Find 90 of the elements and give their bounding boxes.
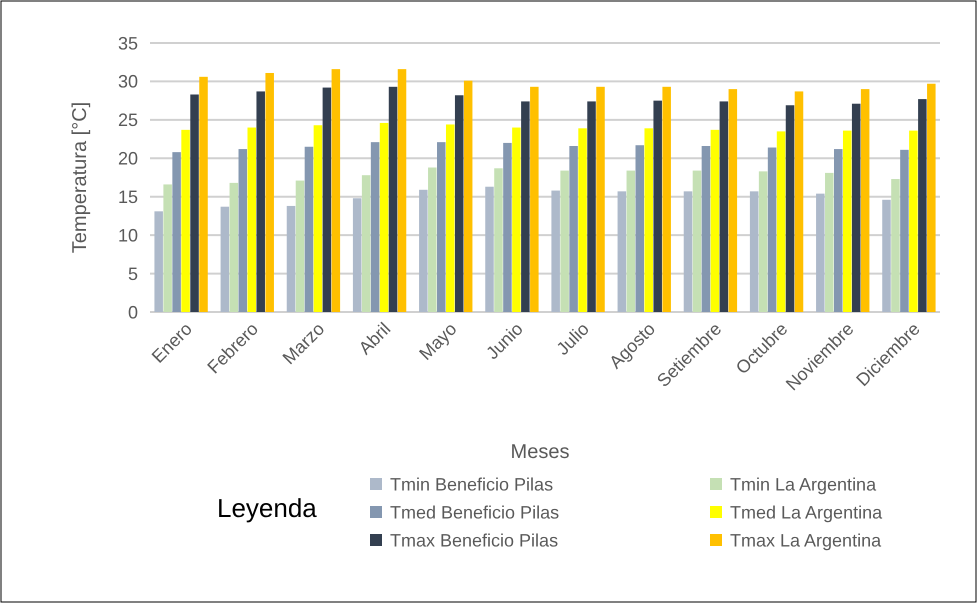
bar (776, 131, 786, 312)
bar (684, 191, 692, 312)
bar (454, 95, 464, 312)
bar (238, 149, 248, 312)
y-tick-label: 20 (118, 148, 138, 169)
y-tick-label: 25 (118, 110, 138, 130)
y-tick-label: 10 (118, 225, 138, 246)
legend-label: Tmin La Argentina (730, 474, 878, 494)
bar (304, 146, 314, 312)
bar (834, 149, 843, 312)
bar (750, 191, 758, 312)
y-tick-label: 35 (118, 33, 138, 54)
bar (464, 80, 472, 312)
y-tick-label: 5 (128, 264, 138, 284)
bar (446, 124, 454, 312)
bar (728, 89, 738, 312)
bar (154, 211, 163, 312)
bar (296, 180, 304, 312)
bar (842, 130, 852, 312)
bar (794, 91, 804, 312)
bar (419, 190, 428, 312)
bar (190, 94, 199, 312)
bar (437, 142, 446, 312)
bar (720, 101, 728, 312)
bar (352, 198, 362, 312)
bar (636, 145, 644, 312)
bar (512, 128, 521, 312)
bar (626, 170, 636, 312)
bar (181, 130, 190, 312)
bar (900, 150, 909, 312)
y-axis-title: Temperatura [°C] (69, 102, 91, 254)
bar (569, 146, 578, 312)
bar (220, 206, 230, 312)
bar (265, 72, 274, 312)
bar (485, 186, 494, 312)
bar (199, 76, 208, 312)
bar (428, 168, 437, 312)
bar (816, 194, 825, 312)
bar (380, 122, 388, 312)
bar (918, 99, 927, 312)
bar (891, 179, 900, 312)
bar (618, 191, 626, 312)
bar (388, 86, 398, 312)
bar (768, 148, 776, 312)
bar (825, 172, 834, 312)
y-tick-label: 15 (118, 187, 138, 208)
bar (702, 146, 710, 312)
bar (530, 86, 539, 312)
bar (596, 86, 605, 312)
bar (653, 100, 662, 312)
bar (786, 105, 794, 312)
bar (362, 175, 370, 312)
legend-title: Leyenda (217, 493, 318, 523)
bar (494, 168, 503, 312)
bar (909, 130, 918, 312)
bar (322, 88, 332, 312)
bar (370, 142, 380, 312)
legend-label: Tmed Beneficio Pilas (390, 502, 560, 522)
bar (860, 89, 870, 312)
bar (314, 125, 322, 312)
bar (692, 170, 702, 312)
bar (521, 101, 530, 312)
legend-label: Tmed La Argentina (730, 502, 884, 522)
bar (644, 128, 653, 312)
bar (927, 84, 936, 312)
bar (247, 128, 256, 312)
bar (286, 206, 296, 312)
bar (398, 69, 406, 312)
x-tick-label: Julio (552, 318, 593, 360)
bar (230, 182, 238, 312)
bar (852, 104, 860, 312)
legend-label: Tmax Beneficio Pilas (390, 530, 558, 550)
bar (551, 190, 560, 312)
y-tick-label: 30 (118, 72, 138, 92)
bar (560, 170, 569, 312)
bar (882, 200, 891, 312)
bar (758, 171, 768, 312)
bar (256, 91, 265, 312)
bar (163, 184, 172, 312)
bar (662, 86, 671, 312)
bar (503, 142, 512, 312)
legend-label: Tmin Beneficio Pilas (390, 474, 554, 494)
y-tick-label: 0 (128, 302, 138, 322)
bar (172, 152, 181, 312)
bar (332, 69, 340, 312)
bar (578, 128, 587, 312)
bar (710, 130, 720, 312)
bar (587, 101, 596, 312)
legend-label: Tmax La Argentina (730, 530, 882, 550)
x-axis-title: Meses (510, 441, 570, 463)
